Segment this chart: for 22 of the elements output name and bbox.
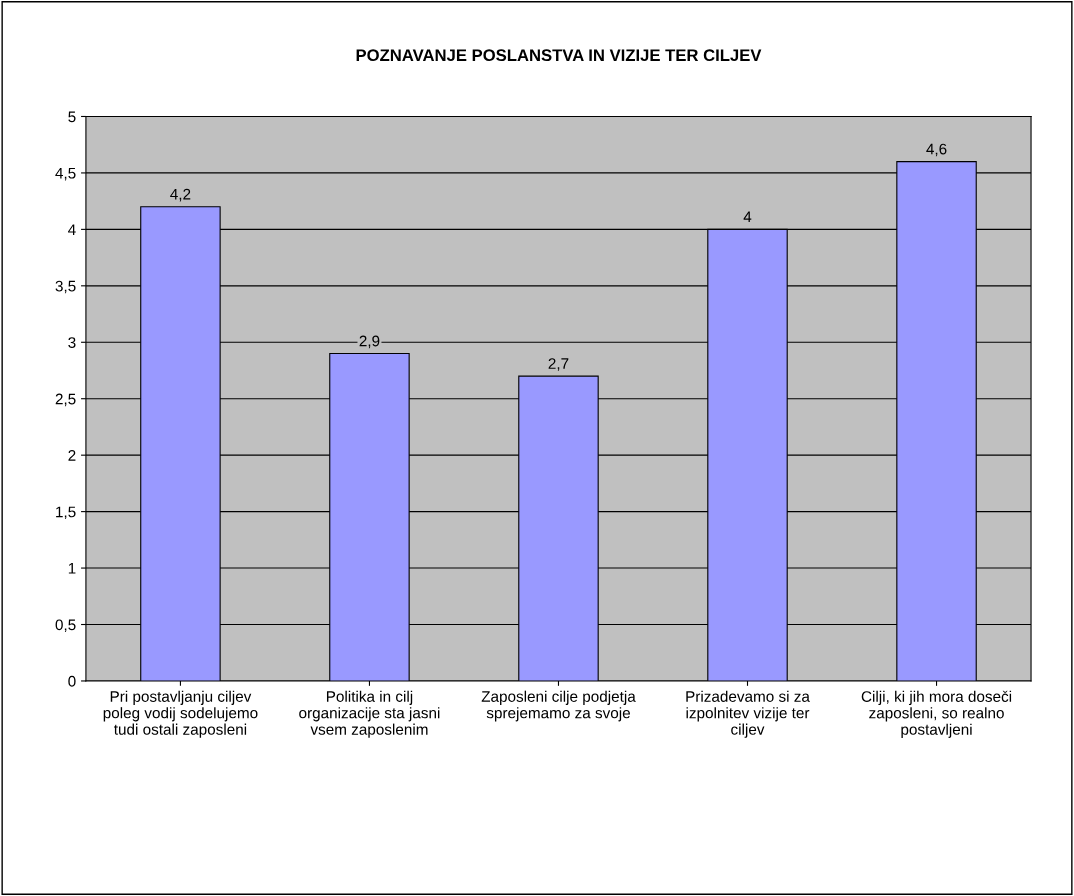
x-tick-label: Prizadevamo si za izpolnitev vizije ter ciljev	[686, 690, 810, 738]
y-tick-label: 3,5	[55, 280, 76, 294]
x-tick-label: Zaposleni cilje podjetja sprejemamo za svoje	[481, 690, 636, 722]
data-label: 2,7	[548, 358, 569, 371]
y-tick-label: 0,5	[55, 619, 76, 632]
y-tick-label: 3	[68, 337, 76, 348]
x-tick-label: Cilji, ki jih mora doseči zaposleni, so realno postavljeni	[861, 690, 1012, 738]
data-label: 4,2	[170, 188, 191, 202]
y-tick-label: 2	[68, 450, 76, 461]
y-tick-label: 4,5	[55, 167, 76, 181]
y-tick-label: 5	[68, 111, 76, 123]
y-tick-label: 1	[68, 563, 76, 574]
x-tick-label: Pri postavljanju ciljev poleg vodij sodelujemo tudi ostali zaposleni	[103, 690, 258, 738]
data-label: 4	[743, 211, 752, 223]
y-tick-label: 0	[68, 675, 76, 687]
data-label: 4,6	[926, 143, 947, 157]
x-tick-label: Politika in cilj organizacije sta jasni vsem zaposlenim	[299, 690, 440, 738]
y-tick-label: 1,5	[56, 506, 76, 520]
chart-title: POZNAVANJE POSLANSTVA IN VIZIJE TER CILJEV	[356, 49, 762, 62]
y-tick-label: 2,5	[55, 393, 76, 407]
y-tick-label: 4	[68, 224, 76, 235]
data-label: 2,9	[359, 335, 380, 349]
